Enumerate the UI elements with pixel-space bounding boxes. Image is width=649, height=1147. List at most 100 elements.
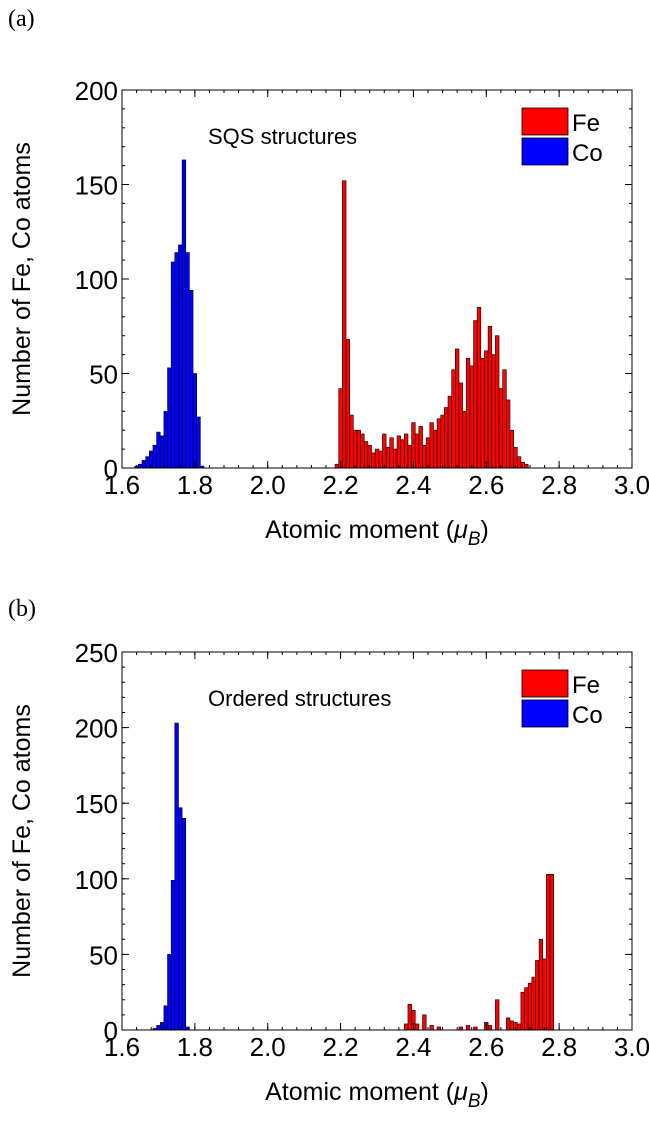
legend-swatch-fe: [521, 107, 569, 136]
bar-fe: [480, 358, 485, 469]
x-tick-label: 2.8: [541, 1032, 577, 1062]
y-tick-label: 100: [75, 265, 118, 295]
bar-co: [167, 367, 172, 469]
bar-fe: [414, 433, 420, 469]
bar-fe: [495, 999, 500, 1031]
bar-co: [178, 807, 183, 1031]
bar-fe: [338, 388, 343, 469]
y-axis-label: Number of Fe, Co atoms: [8, 704, 36, 978]
bar-fe: [429, 1025, 434, 1031]
bar-co: [185, 252, 190, 469]
legend-swatch-co: [521, 137, 569, 166]
x-tick-label: 3.0: [614, 1032, 649, 1062]
bar-fe: [440, 414, 445, 469]
bar-fe: [447, 395, 452, 469]
bar-fe: [520, 462, 525, 469]
bar-fe: [425, 437, 431, 469]
bar-co: [174, 722, 179, 1031]
y-tick-label: 0: [104, 1016, 118, 1046]
bar-fe: [360, 433, 365, 469]
bar-fe: [513, 446, 518, 469]
bar-fe: [549, 873, 554, 1031]
bar-fe: [433, 429, 438, 469]
x-tick-label: 2.2: [322, 470, 358, 500]
panel-label-a: (a): [8, 6, 35, 32]
legend-swatch-co: [521, 699, 569, 728]
bar-fe: [458, 382, 463, 469]
bar-fe: [451, 369, 456, 469]
bar-fe: [374, 448, 380, 469]
x-tick-label: 1.8: [177, 1032, 213, 1062]
x-tick-label: 2.0: [250, 1032, 286, 1062]
bar-fe: [418, 426, 423, 469]
bar-co: [159, 1022, 165, 1031]
bar-fe: [349, 414, 354, 469]
bar-co: [163, 410, 168, 469]
bar-fe: [367, 445, 372, 469]
bar-co: [170, 880, 176, 1031]
bar-fe: [396, 435, 401, 469]
x-tick-label: 2.8: [541, 470, 577, 500]
bar-fe: [524, 987, 529, 1031]
x-tick-label: 3.0: [614, 470, 649, 500]
x-tick-label: 1.8: [177, 470, 213, 500]
legend-label-fe: Fe: [572, 672, 600, 699]
legend-label-fe: Fe: [572, 110, 600, 137]
bar-fe: [520, 991, 525, 1031]
bar-fe: [422, 1014, 427, 1031]
bar-fe: [334, 463, 340, 469]
x-tick-label: 2.4: [395, 1032, 431, 1062]
bar-fe: [516, 1023, 522, 1031]
bar-fe: [516, 456, 522, 469]
bar-fe: [527, 982, 533, 1031]
bar-fe: [538, 938, 544, 1031]
y-tick-label: 250: [75, 640, 118, 668]
chart-ordered-histogram: Number of Fe, Co atoms Ordered structure…: [8, 640, 649, 1112]
chart-annotation: SQS structures: [208, 124, 357, 149]
bar-fe: [382, 433, 387, 469]
bar-fe: [414, 1023, 420, 1031]
plot-frame: [121, 651, 633, 1031]
y-tick-label: 200: [75, 714, 118, 744]
bar-fe: [444, 407, 449, 469]
x-axis-label: Atomic moment (μB): [265, 1078, 489, 1112]
x-tick-label: 2.6: [468, 1032, 504, 1062]
y-tick-label: 200: [75, 76, 118, 106]
bar-fe: [542, 958, 547, 1031]
bar-co: [178, 244, 183, 469]
legend-label-co: Co: [572, 140, 603, 167]
bar-co: [189, 290, 194, 469]
bar-fe: [484, 350, 489, 469]
bar-fe: [363, 441, 369, 469]
bar-fe: [498, 388, 503, 469]
bar-fe: [407, 1003, 412, 1031]
bar-fe: [535, 960, 540, 1031]
bar-co: [174, 252, 179, 469]
x-tick-label: 1.6: [104, 1032, 140, 1062]
bar-fe: [491, 354, 496, 469]
x-axis-label: Atomic moment (μB): [265, 516, 489, 550]
bar-fe: [404, 433, 409, 469]
bar-fe: [389, 437, 394, 469]
bar-fe: [404, 1023, 409, 1031]
bar-fe: [345, 339, 350, 469]
bar-co: [170, 261, 176, 469]
bar-fe: [436, 418, 442, 469]
bar-co: [159, 435, 165, 469]
bar-co: [163, 1005, 168, 1031]
bar-fe: [429, 422, 434, 469]
bar-fe: [469, 365, 474, 469]
bar-fe: [524, 463, 529, 469]
bar-fe: [495, 335, 500, 469]
bar-fe: [371, 452, 376, 469]
bar-fe: [531, 976, 536, 1031]
bar-fe: [455, 348, 460, 469]
bar-fe: [509, 429, 514, 469]
bar-fe: [353, 429, 358, 469]
bar-co: [181, 159, 187, 469]
chart-sqs-histogram: Number of Fe, Co atoms SQS structures At…: [8, 76, 649, 550]
x-tick-label: 2.6: [468, 470, 504, 500]
legend-label-co: Co: [572, 702, 603, 729]
bar-fe: [462, 410, 467, 469]
bar-fe: [487, 325, 493, 469]
